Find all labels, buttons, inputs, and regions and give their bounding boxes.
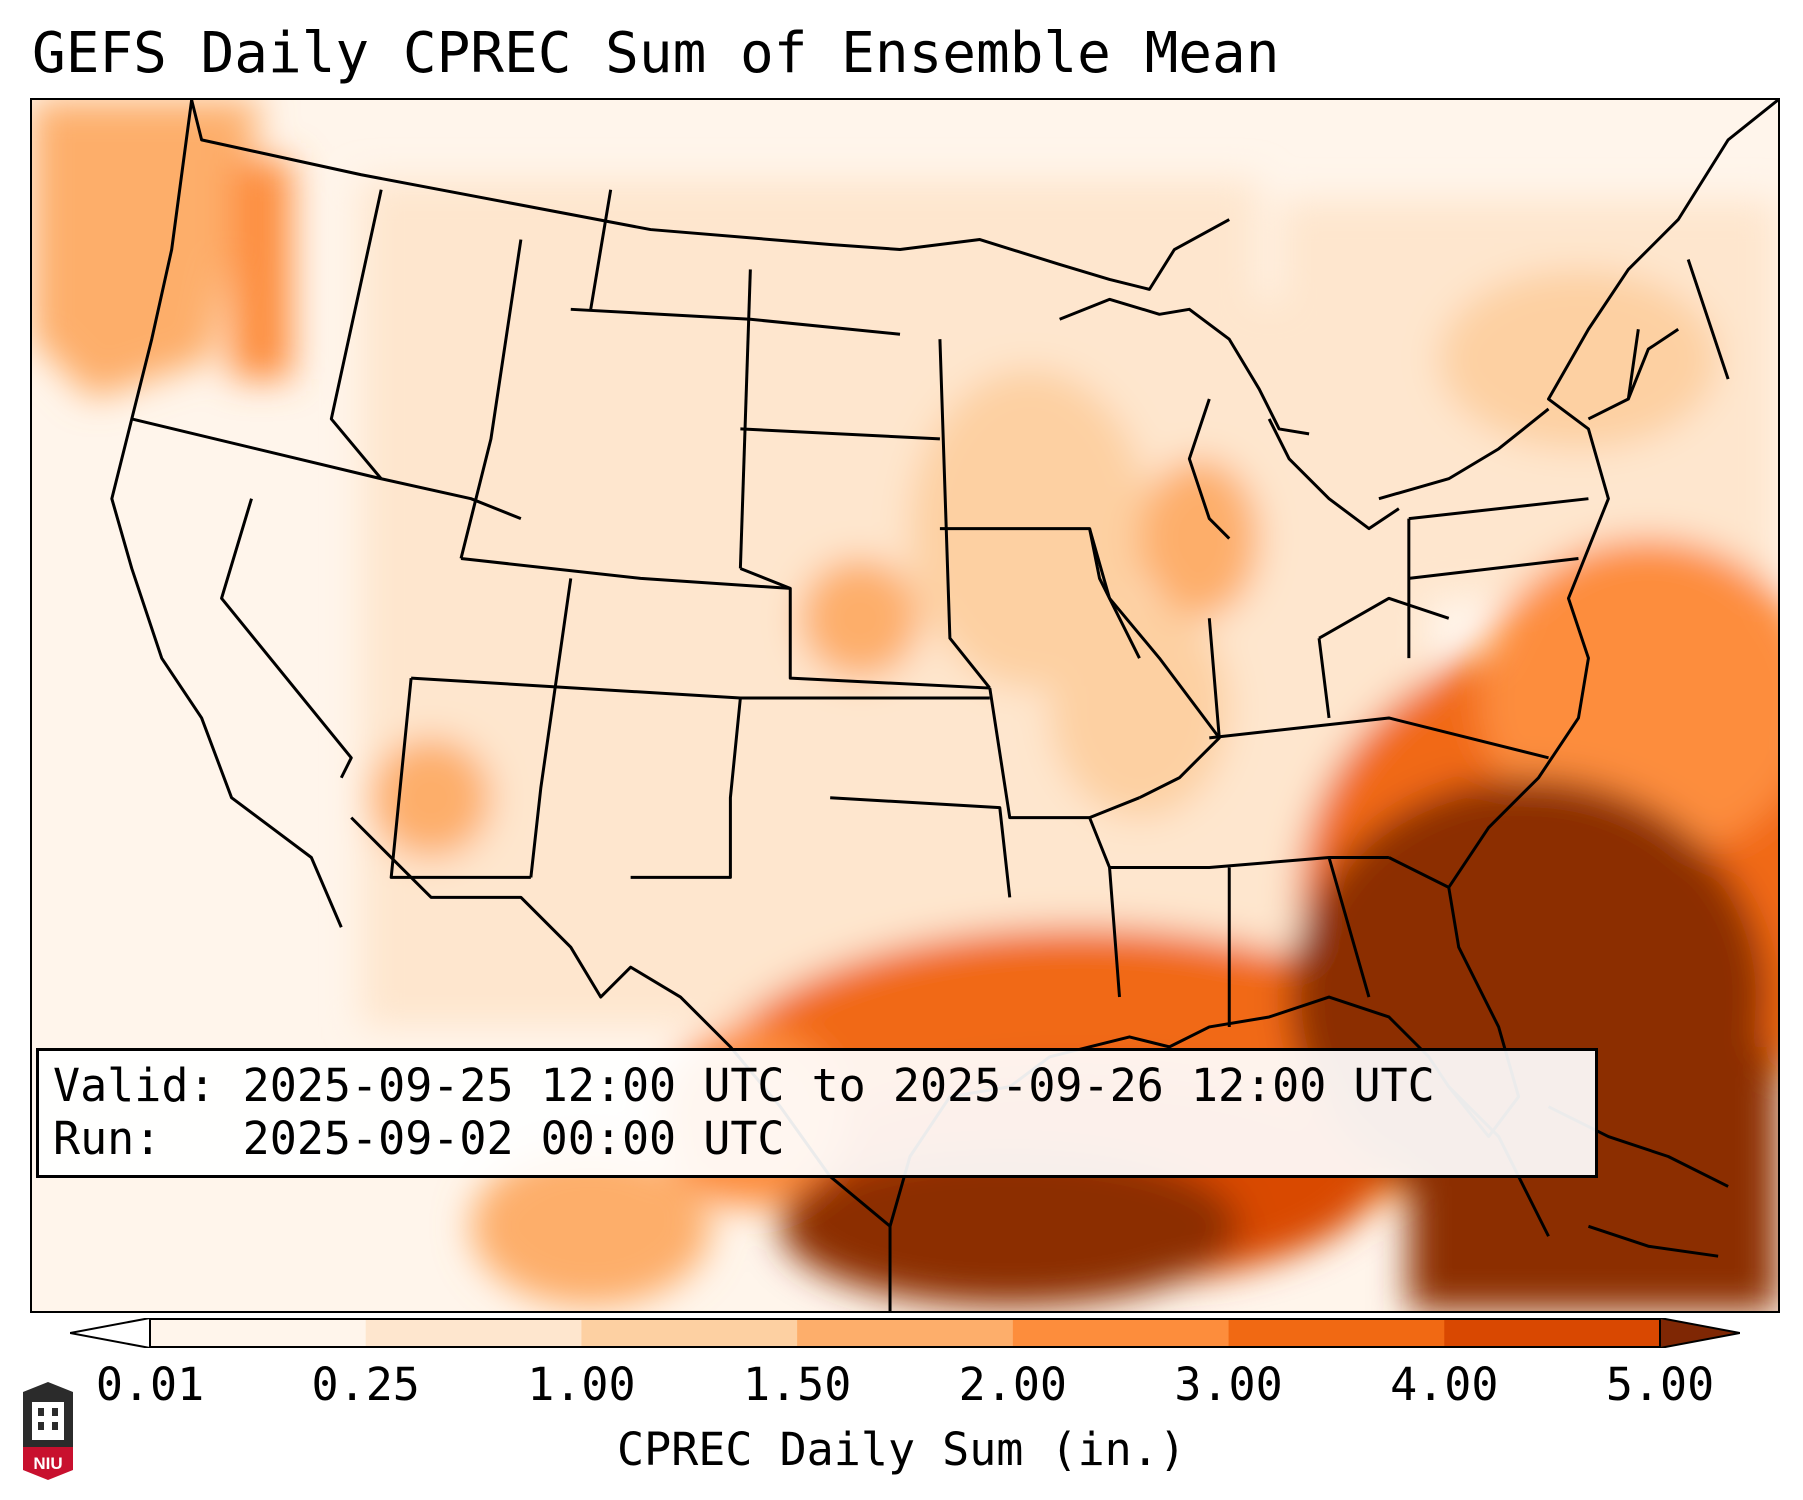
valid-value: 2025-09-25 12:00 UTC to 2025-09-26 12:00… (242, 1059, 1435, 1112)
colorbar-tick-label: 1.50 (742, 1358, 852, 1411)
colorbar-segment (1012, 1318, 1230, 1348)
colorbar-frame (149, 1318, 1661, 1348)
colorbar-tick-label: 1.00 (527, 1358, 636, 1411)
colorbar-segment (1444, 1318, 1661, 1348)
chart-title: GEFS Daily CPREC Sum of Ensemble Mean (32, 21, 1280, 86)
colorbar-under-extension (70, 1318, 151, 1348)
colorbar-label: CPREC Daily Sum (in.) (617, 1423, 1186, 1476)
colorbar-tick-label: 0.01 (95, 1358, 205, 1411)
logo-text: NIU (33, 1454, 62, 1473)
run-label: Run: (53, 1112, 162, 1165)
run-value: 2025-09-02 00:00 UTC (242, 1112, 785, 1165)
colorbar-tick-label: 3.00 (1174, 1358, 1283, 1411)
colorbar-segment (1228, 1318, 1445, 1348)
colorbar-segment (581, 1318, 798, 1348)
state-borders (110, 100, 1778, 1311)
colorbar-tick-label: 0.25 (311, 1358, 420, 1411)
colorbar (70, 1318, 1740, 1348)
colorbar-segment (797, 1318, 1014, 1348)
colorbar-tick-label: 2.00 (958, 1358, 1068, 1411)
valid-run-info-box: Valid: 2025-09-25 12:00 UTC to 2025-09-2… (36, 1048, 1598, 1178)
colorbar-over-extension (1659, 1318, 1740, 1348)
valid-label: Valid: (53, 1059, 216, 1112)
niu-logo: NIU (23, 1382, 73, 1480)
colorbar-segment (150, 1318, 367, 1348)
colorbar-tick-label: 5.00 (1605, 1358, 1715, 1411)
colorbar-tick-label: 4.00 (1390, 1358, 1499, 1411)
colorbar-segment (365, 1318, 582, 1348)
